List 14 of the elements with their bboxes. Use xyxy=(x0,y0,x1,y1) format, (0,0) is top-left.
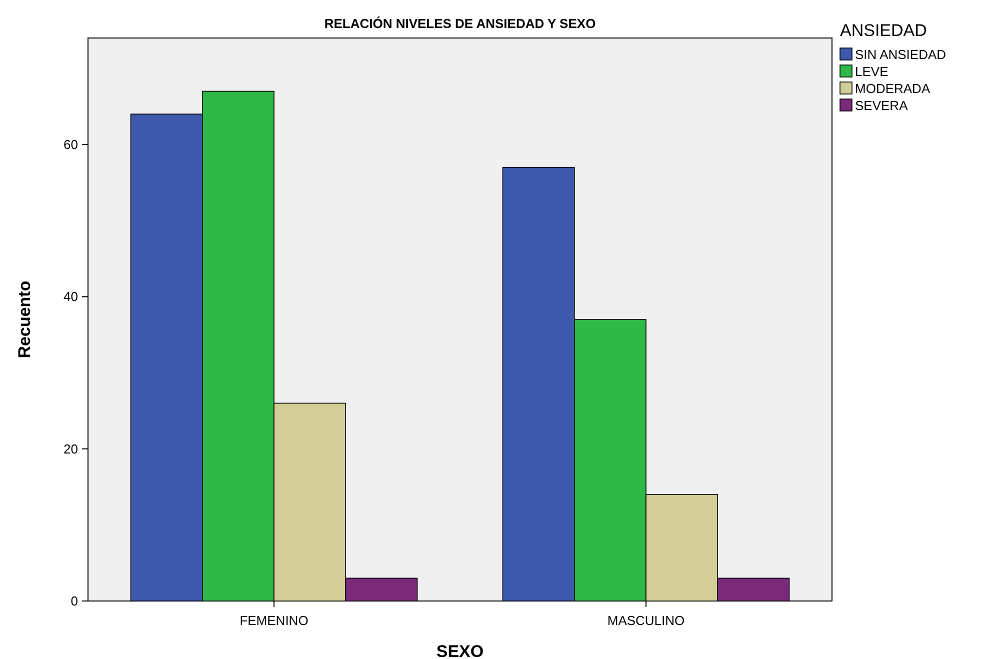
y-axis-title: Recuento xyxy=(15,280,34,358)
legend-label: SIN ANSIEDAD xyxy=(855,47,946,62)
y-tick-label: 40 xyxy=(64,289,78,304)
y-tick-label: 20 xyxy=(64,441,78,456)
y-tick-label: 0 xyxy=(70,594,78,609)
y-tick-label: 60 xyxy=(64,137,78,152)
x-tick-label: MASCULINO xyxy=(607,613,685,628)
legend-label: MODERADA xyxy=(855,81,930,96)
legend-title: ANSIEDAD xyxy=(840,21,927,40)
legend-label: SEVERA xyxy=(855,98,908,113)
legend-label: LEVE xyxy=(855,64,889,79)
chart-title: RELACIÓN NIVELES DE ANSIEDAD Y SEXO xyxy=(324,16,596,31)
x-tick-label: FEMENINO xyxy=(240,613,308,628)
x-axis-title: SEXO xyxy=(436,642,484,659)
